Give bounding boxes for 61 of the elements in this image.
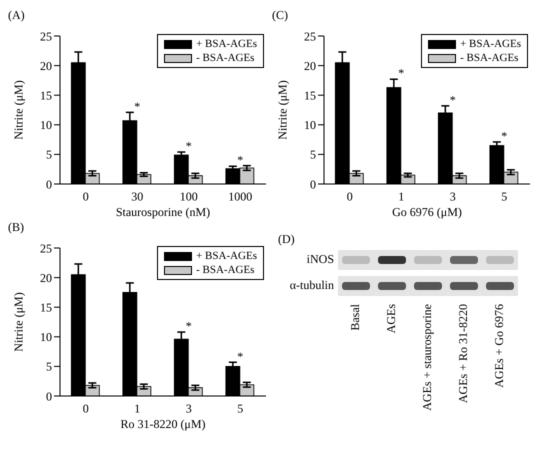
y-tick-label: 15 <box>40 300 52 314</box>
annotation: * <box>450 92 456 107</box>
legend-label: - BSA-AGEs <box>196 51 254 65</box>
x-tick-label: 1 <box>134 402 140 416</box>
y-tick-label: 20 <box>40 58 52 73</box>
x-tick-label: 1000 <box>228 190 252 204</box>
y-tick-label: 25 <box>40 241 52 256</box>
y-tick-label: 0 <box>310 177 316 192</box>
y-tick-label: 0 <box>46 389 52 404</box>
x-axis-title: Staurosporine (nM) <box>116 205 210 219</box>
chart-title: (B) <box>8 220 24 235</box>
y-axis-title: Nitrite (μM) <box>11 80 26 140</box>
category-label: Basal <box>348 304 363 331</box>
y-tick-label: 20 <box>304 58 316 73</box>
annotation: * <box>237 153 244 168</box>
annotation: * <box>398 66 404 80</box>
chart-title: (C) <box>272 8 288 23</box>
y-tick-label: 10 <box>40 118 52 132</box>
x-tick-label: 0 <box>346 190 353 204</box>
annotation: * <box>186 319 192 334</box>
x-tick-label: 0 <box>82 402 89 416</box>
annotation: * <box>186 139 192 154</box>
legend-label: - BSA-AGEs <box>196 263 254 277</box>
x-tick-label: 30 <box>131 190 144 204</box>
legend-label: + BSA-AGEs <box>196 37 257 51</box>
y-tick-label: 25 <box>40 29 52 44</box>
x-tick-label: 5 <box>237 402 244 416</box>
x-tick-label: 3 <box>186 402 192 416</box>
chart-title: (A) <box>8 8 25 23</box>
annotation: * <box>134 99 140 114</box>
text: iNOS <box>306 252 334 267</box>
x-tick-label: 1 <box>398 190 404 204</box>
y-tick-label: 15 <box>40 88 52 102</box>
y-tick-label: 5 <box>46 148 52 162</box>
y-axis-title: Nitrite (μM) <box>11 292 26 352</box>
category-label: AGEs <box>384 304 399 334</box>
legend-label: - BSA-AGEs <box>460 51 518 65</box>
category-label: AGEs + Ro 31-8220 <box>456 304 471 404</box>
y-tick-label: 5 <box>310 148 316 162</box>
y-tick-label: 25 <box>304 29 316 44</box>
y-axis-title: Nitrite (μM) <box>275 80 290 140</box>
y-tick-label: 15 <box>304 88 316 102</box>
text: α-tubulin <box>288 278 334 293</box>
x-tick-label: 100 <box>180 190 198 204</box>
x-tick-label: 5 <box>501 190 508 204</box>
annotation: * <box>237 349 244 364</box>
annotation: * <box>501 128 508 143</box>
y-tick-label: 20 <box>40 270 52 285</box>
legend-label: + BSA-AGEs <box>460 37 521 51</box>
x-tick-label: 0 <box>82 190 89 204</box>
y-tick-label: 10 <box>304 118 316 132</box>
x-axis-title: Go 6976 (μM) <box>392 205 462 219</box>
text: (D) <box>278 232 295 247</box>
y-tick-label: 0 <box>46 177 52 192</box>
category-label: AGEs + staurosporine <box>420 304 435 411</box>
x-axis-title: Ro 31-8220 (μM) <box>120 417 206 431</box>
x-tick-label: 3 <box>450 190 456 204</box>
legend-label: + BSA-AGEs <box>196 249 257 263</box>
y-tick-label: 10 <box>40 330 52 344</box>
y-tick-label: 5 <box>46 360 52 374</box>
category-label: AGEs + Go 6976 <box>492 304 507 388</box>
